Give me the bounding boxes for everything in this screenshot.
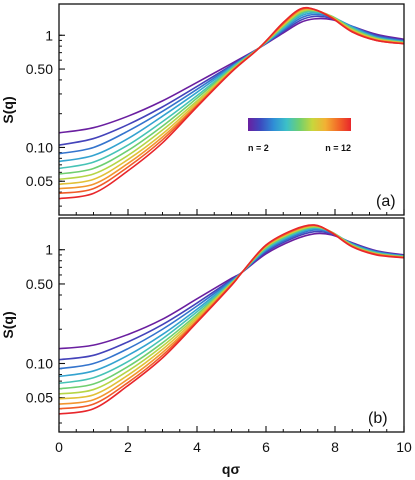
series-line-n12 — [59, 6, 404, 200]
x-tick-label: 2 — [124, 439, 132, 455]
y-tick-label: 1 — [45, 242, 53, 258]
x-tick-label: 10 — [396, 439, 412, 455]
colorbar-min-label: n = 2 — [248, 143, 269, 153]
x-tick-label: 6 — [262, 439, 270, 455]
x-tick-label: 0 — [55, 439, 63, 455]
series-line-n6 — [59, 10, 404, 170]
colorbar-max-label: n = 12 — [325, 143, 351, 153]
series-line-n8 — [59, 225, 404, 395]
y-tick-label: 1 — [45, 27, 53, 43]
colorbar: n = 2 n = 12 — [248, 118, 351, 153]
y-tick-label: 0.10 — [26, 355, 53, 371]
panel-b-label: (b) — [368, 410, 388, 427]
panel-a-series — [59, 6, 404, 200]
x-tick-label: 4 — [193, 439, 201, 455]
panel-b-ylabel: S(q) — [0, 311, 16, 338]
x-axis-title: qσ — [222, 461, 241, 477]
panel-b-frame — [58, 217, 405, 433]
y-tick-label: 0.50 — [26, 276, 53, 292]
panel-a-frame — [58, 3, 405, 216]
y-tick-label: 0.05 — [26, 390, 53, 406]
x-tick-label: 8 — [331, 439, 339, 455]
y-tick-label: 0.10 — [26, 139, 53, 155]
series-line-n5 — [59, 227, 404, 378]
series-line-n10 — [59, 224, 404, 405]
series-line-n7 — [59, 9, 404, 175]
series-line-n6 — [59, 226, 404, 385]
colorbar-bar — [248, 118, 351, 131]
series-line-n9 — [59, 8, 404, 186]
y-tick-label: 0.50 — [26, 61, 53, 77]
series-line-n9 — [59, 225, 404, 400]
series-line-n12 — [59, 224, 404, 415]
panel-a-ticks: 0.05 0.10 0.50 1 — [26, 27, 405, 215]
series-line-n4 — [59, 229, 404, 370]
series-line-n2 — [59, 232, 404, 350]
y-tick-label: 0.05 — [26, 173, 53, 189]
panel-b-series — [59, 224, 404, 415]
panel-a-ylabel: S(q) — [0, 96, 16, 123]
series-line-n10 — [59, 7, 404, 190]
panel-a-label: (a) — [376, 193, 396, 210]
series-line-n3 — [59, 15, 404, 146]
panel-a: S(q) 0.05 0.10 0.50 1 n = 2 n = 12 (a) — [0, 3, 405, 216]
series-line-n2 — [59, 17, 404, 134]
